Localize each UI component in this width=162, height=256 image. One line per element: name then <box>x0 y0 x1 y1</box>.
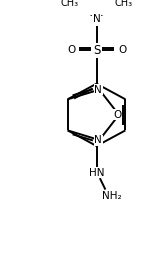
Text: CH₃: CH₃ <box>61 0 79 8</box>
Text: N: N <box>93 14 100 24</box>
Text: NH₂: NH₂ <box>102 191 122 201</box>
Text: CH₃: CH₃ <box>114 0 132 8</box>
Text: HN: HN <box>89 168 104 178</box>
Text: O: O <box>114 110 122 120</box>
Text: O: O <box>118 46 126 56</box>
Text: N: N <box>94 135 102 145</box>
Text: S: S <box>93 44 100 57</box>
Text: N: N <box>94 85 102 95</box>
Text: O: O <box>67 46 75 56</box>
